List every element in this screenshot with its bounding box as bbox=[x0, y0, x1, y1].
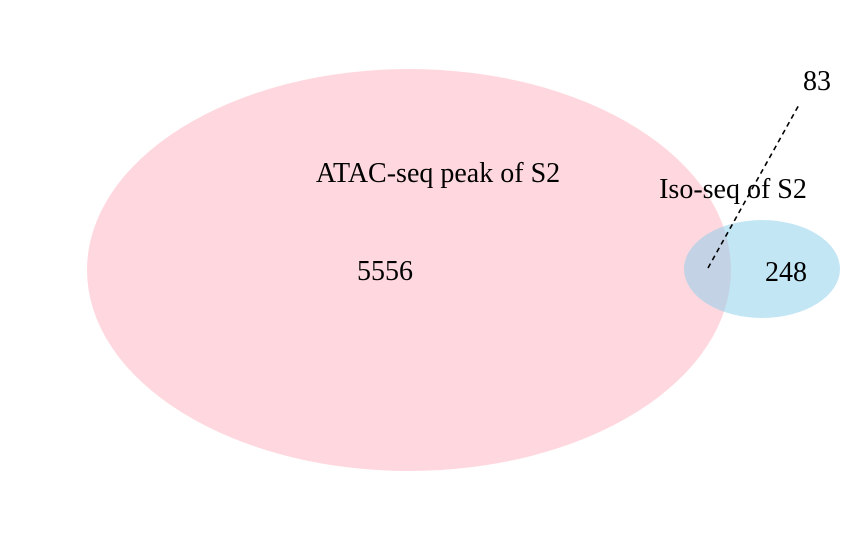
set-iso-only-count: 248 bbox=[765, 257, 807, 288]
set-iso-ellipse bbox=[684, 220, 840, 318]
intersection-leader-line bbox=[707, 102, 801, 269]
set-atac-only-count: 5556 bbox=[357, 256, 413, 287]
set-atac-ellipse bbox=[87, 69, 731, 471]
set-iso-label: Iso-seq of S2 bbox=[659, 174, 807, 205]
set-atac-label: ATAC-seq peak of S2 bbox=[316, 158, 560, 189]
intersection-count: 83 bbox=[803, 66, 831, 97]
